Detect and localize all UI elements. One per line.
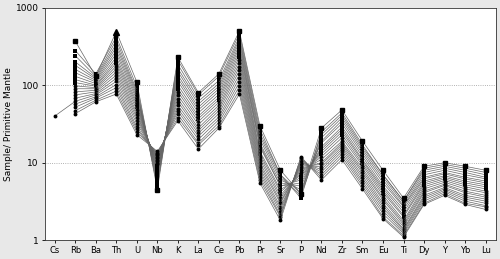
Y-axis label: Sample/ Primitive Mantle: Sample/ Primitive Mantle: [4, 67, 13, 181]
